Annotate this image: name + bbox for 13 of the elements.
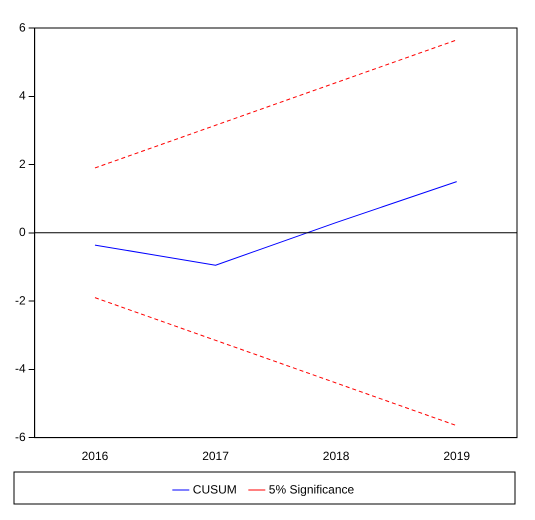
y-tick-label: -4 [15, 362, 26, 376]
y-tick-label: 4 [18, 88, 26, 103]
y-tick-label: -2 [15, 293, 26, 308]
legend-label: 5% Significance [268, 482, 355, 496]
y-tick-label: 0 [18, 225, 26, 240]
y-tick-label: 6 [18, 20, 26, 34]
x-tick-label: 2019 [443, 449, 470, 464]
y-tick-label: -6 [15, 430, 26, 444]
legend-label: CUSUM [192, 482, 237, 496]
x-tick-label: 2018 [322, 449, 350, 464]
x-tick-label: 2016 [82, 449, 109, 464]
y-tick-label: 2 [18, 156, 26, 171]
x-tick-label: 2017 [202, 449, 230, 464]
